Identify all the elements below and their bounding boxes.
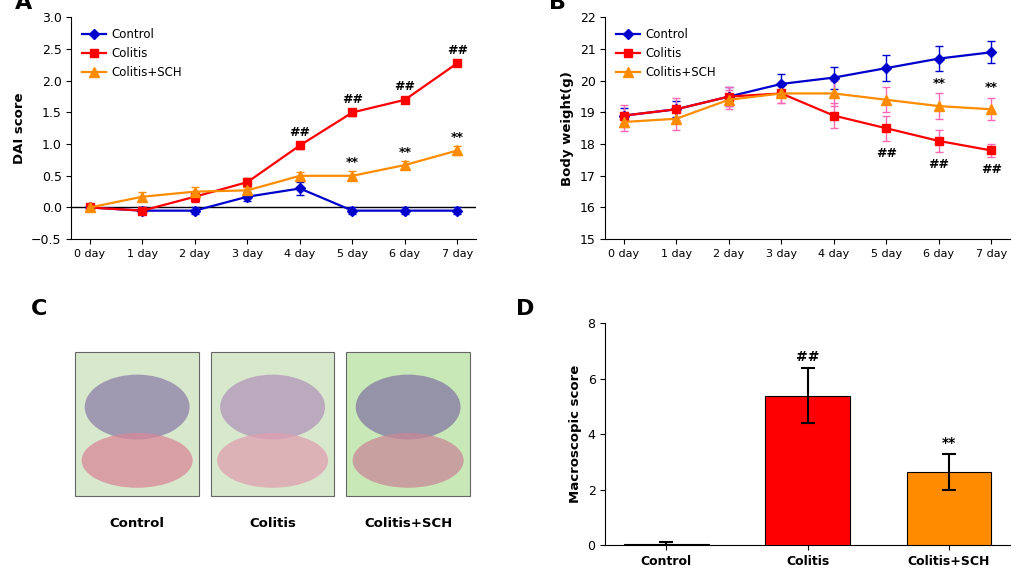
Ellipse shape [356,375,461,440]
Text: B: B [548,0,566,13]
Bar [75,352,199,496]
Bar [346,352,470,496]
Text: **: ** [450,131,464,144]
Bar [623,544,708,545]
Text: ##: ## [875,147,896,160]
Text: ##: ## [980,163,1001,176]
Ellipse shape [353,433,464,488]
Text: A: A [14,0,32,13]
Text: ##: ## [446,44,468,57]
Ellipse shape [85,375,190,440]
Text: ##: ## [795,350,818,364]
Text: ##: ## [394,81,415,93]
Bar [906,472,990,545]
Text: **: ** [345,157,359,169]
Text: ##: ## [289,126,310,139]
Bar [211,352,334,496]
Ellipse shape [220,375,325,440]
Text: C: C [31,299,47,318]
Legend: Control, Colitis, Colitis+SCH: Control, Colitis, Colitis+SCH [610,23,720,84]
Text: Control: Control [109,517,164,530]
Ellipse shape [82,433,193,488]
Y-axis label: DAI score: DAI score [12,93,25,164]
Text: **: ** [984,81,997,95]
Text: D: D [516,299,534,318]
Text: Colitis+SCH: Colitis+SCH [364,517,451,530]
Text: **: ** [398,146,411,160]
Legend: Control, Colitis, Colitis+SCH: Control, Colitis, Colitis+SCH [77,23,186,84]
Y-axis label: Macroscopic score: Macroscopic score [569,365,582,503]
Text: **: ** [931,77,945,90]
Text: Colitis: Colitis [249,517,296,530]
Ellipse shape [217,433,328,488]
Bar [764,396,849,545]
Text: **: ** [941,436,955,450]
Y-axis label: Body weight(g): Body weight(g) [560,71,574,186]
Text: ##: ## [927,158,949,171]
Text: ##: ## [341,93,363,106]
